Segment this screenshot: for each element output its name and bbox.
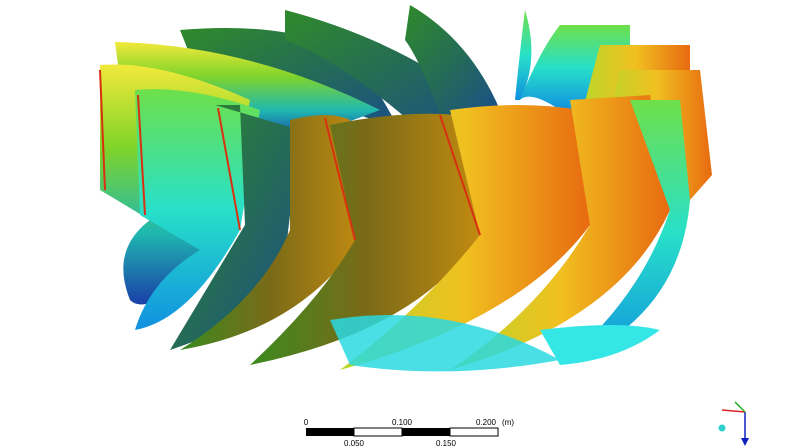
scale-segment xyxy=(353,427,403,437)
scale-unit: (m) xyxy=(502,418,514,427)
scale-label: 0 xyxy=(304,418,309,427)
scale-label: 0.150 xyxy=(436,439,457,448)
blade xyxy=(405,5,500,115)
scale-bar: 0 0.100 0.200 (m) 0.050 0.150 xyxy=(304,418,515,448)
scale-label: 0.100 xyxy=(392,418,413,427)
blade xyxy=(180,115,360,350)
leading-edge xyxy=(99,69,481,241)
axis-triad xyxy=(718,401,749,446)
blade xyxy=(250,113,480,365)
hub xyxy=(330,315,560,372)
scale-label: 0.050 xyxy=(344,439,365,448)
scale-segment xyxy=(402,428,450,436)
scale-label: 0.200 xyxy=(476,418,497,427)
blade xyxy=(340,105,590,370)
blade xyxy=(515,10,532,100)
hub xyxy=(540,325,660,365)
scale-segment xyxy=(449,427,499,437)
blade xyxy=(135,89,260,331)
blade xyxy=(560,100,690,365)
blade xyxy=(115,42,380,140)
blade xyxy=(450,95,670,370)
scale-segment xyxy=(306,428,354,436)
impeller-render xyxy=(99,5,712,372)
